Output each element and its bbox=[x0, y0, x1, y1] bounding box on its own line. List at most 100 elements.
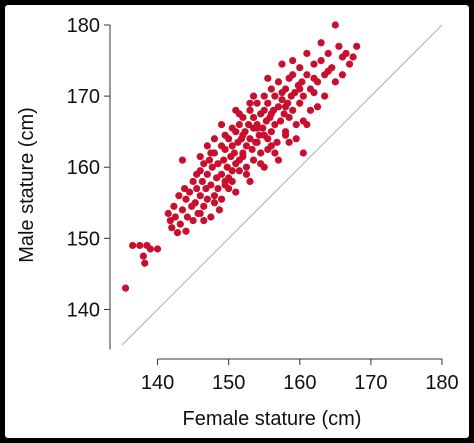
data-point bbox=[278, 60, 286, 68]
data-point bbox=[214, 184, 222, 193]
data-point bbox=[292, 120, 300, 129]
data-point bbox=[267, 128, 275, 136]
data-point bbox=[321, 92, 329, 100]
data-point bbox=[136, 241, 144, 250]
data-point bbox=[310, 60, 318, 68]
data-point bbox=[217, 195, 226, 203]
data-point bbox=[253, 124, 261, 132]
data-point bbox=[259, 124, 267, 132]
x-axis-label: Female stature (cm) bbox=[183, 408, 362, 430]
data-point bbox=[317, 39, 325, 47]
data-point bbox=[221, 145, 229, 154]
data-point bbox=[317, 56, 325, 65]
data-point bbox=[264, 145, 272, 154]
data-point bbox=[296, 85, 304, 93]
data-point bbox=[215, 206, 224, 214]
data-point bbox=[221, 131, 229, 139]
points-group bbox=[121, 21, 361, 292]
data-point bbox=[203, 142, 211, 150]
data-point bbox=[278, 88, 286, 97]
data-point bbox=[129, 241, 137, 250]
data-point bbox=[191, 199, 199, 207]
y-tick-label: 180 bbox=[67, 15, 100, 37]
data-point bbox=[274, 103, 283, 111]
data-point bbox=[246, 99, 254, 107]
data-point bbox=[168, 224, 176, 232]
data-point bbox=[189, 177, 197, 186]
data-point bbox=[196, 209, 204, 218]
data-point bbox=[253, 138, 261, 146]
data-point bbox=[249, 92, 258, 100]
data-point bbox=[203, 195, 211, 203]
data-point bbox=[244, 120, 253, 129]
data-point bbox=[214, 160, 222, 168]
data-point bbox=[289, 71, 297, 79]
reference-line-group bbox=[121, 24, 443, 346]
reference-line bbox=[121, 24, 443, 346]
y-axis-label: Male stature (cm) bbox=[16, 107, 38, 263]
data-point bbox=[353, 42, 361, 50]
data-point bbox=[183, 213, 192, 221]
data-point bbox=[170, 202, 178, 210]
data-point bbox=[271, 149, 279, 157]
data-point bbox=[292, 135, 300, 143]
data-point bbox=[235, 167, 243, 175]
data-point bbox=[260, 92, 268, 100]
data-point bbox=[178, 206, 187, 214]
data-point bbox=[166, 216, 174, 225]
data-point bbox=[281, 103, 290, 111]
data-point bbox=[239, 152, 247, 161]
data-point bbox=[264, 74, 272, 82]
data-point bbox=[324, 49, 332, 58]
data-point bbox=[257, 149, 265, 157]
data-point bbox=[217, 120, 226, 129]
data-point bbox=[271, 120, 279, 129]
data-point bbox=[220, 156, 228, 164]
data-point bbox=[225, 184, 233, 193]
data-point bbox=[338, 71, 347, 79]
data-point bbox=[299, 92, 307, 100]
data-point bbox=[303, 49, 311, 58]
data-point bbox=[200, 160, 208, 168]
data-point bbox=[193, 184, 201, 193]
data-point bbox=[198, 177, 206, 186]
data-point bbox=[164, 209, 172, 218]
data-point bbox=[223, 163, 231, 171]
x-tick-label: 160 bbox=[283, 372, 316, 394]
data-point bbox=[281, 131, 290, 139]
data-point bbox=[296, 99, 304, 107]
data-point bbox=[273, 138, 281, 146]
data-point bbox=[121, 284, 130, 292]
data-point bbox=[280, 110, 288, 118]
data-point bbox=[182, 195, 190, 203]
data-point bbox=[207, 149, 215, 157]
data-point bbox=[249, 113, 258, 122]
data-point bbox=[217, 170, 226, 178]
data-point bbox=[246, 135, 254, 143]
data-point bbox=[139, 252, 147, 260]
tick-labels-group: 140 150 160 170 180 140 150 160 170 180 bbox=[67, 15, 459, 394]
data-point bbox=[189, 216, 197, 225]
data-point bbox=[306, 106, 315, 114]
data-point bbox=[246, 177, 254, 186]
data-point bbox=[303, 71, 311, 79]
data-point bbox=[253, 99, 261, 107]
data-point bbox=[175, 192, 183, 200]
x-tick-label: 150 bbox=[212, 372, 245, 394]
data-point bbox=[310, 88, 318, 97]
y-tick-label: 150 bbox=[67, 228, 100, 250]
data-point bbox=[239, 131, 247, 139]
data-point bbox=[285, 113, 293, 122]
data-point bbox=[274, 78, 283, 86]
data-point bbox=[274, 156, 283, 164]
data-point bbox=[246, 106, 254, 114]
axes bbox=[104, 24, 443, 365]
data-point bbox=[193, 170, 201, 178]
data-point bbox=[267, 110, 275, 118]
data-point bbox=[242, 142, 251, 150]
data-point bbox=[210, 192, 219, 200]
y-tick-label: 160 bbox=[67, 157, 100, 179]
chart-panel: 140 150 160 170 180 140 150 160 170 180 Female st… bbox=[5, 5, 469, 438]
data-point bbox=[255, 131, 263, 139]
data-point bbox=[249, 156, 258, 164]
